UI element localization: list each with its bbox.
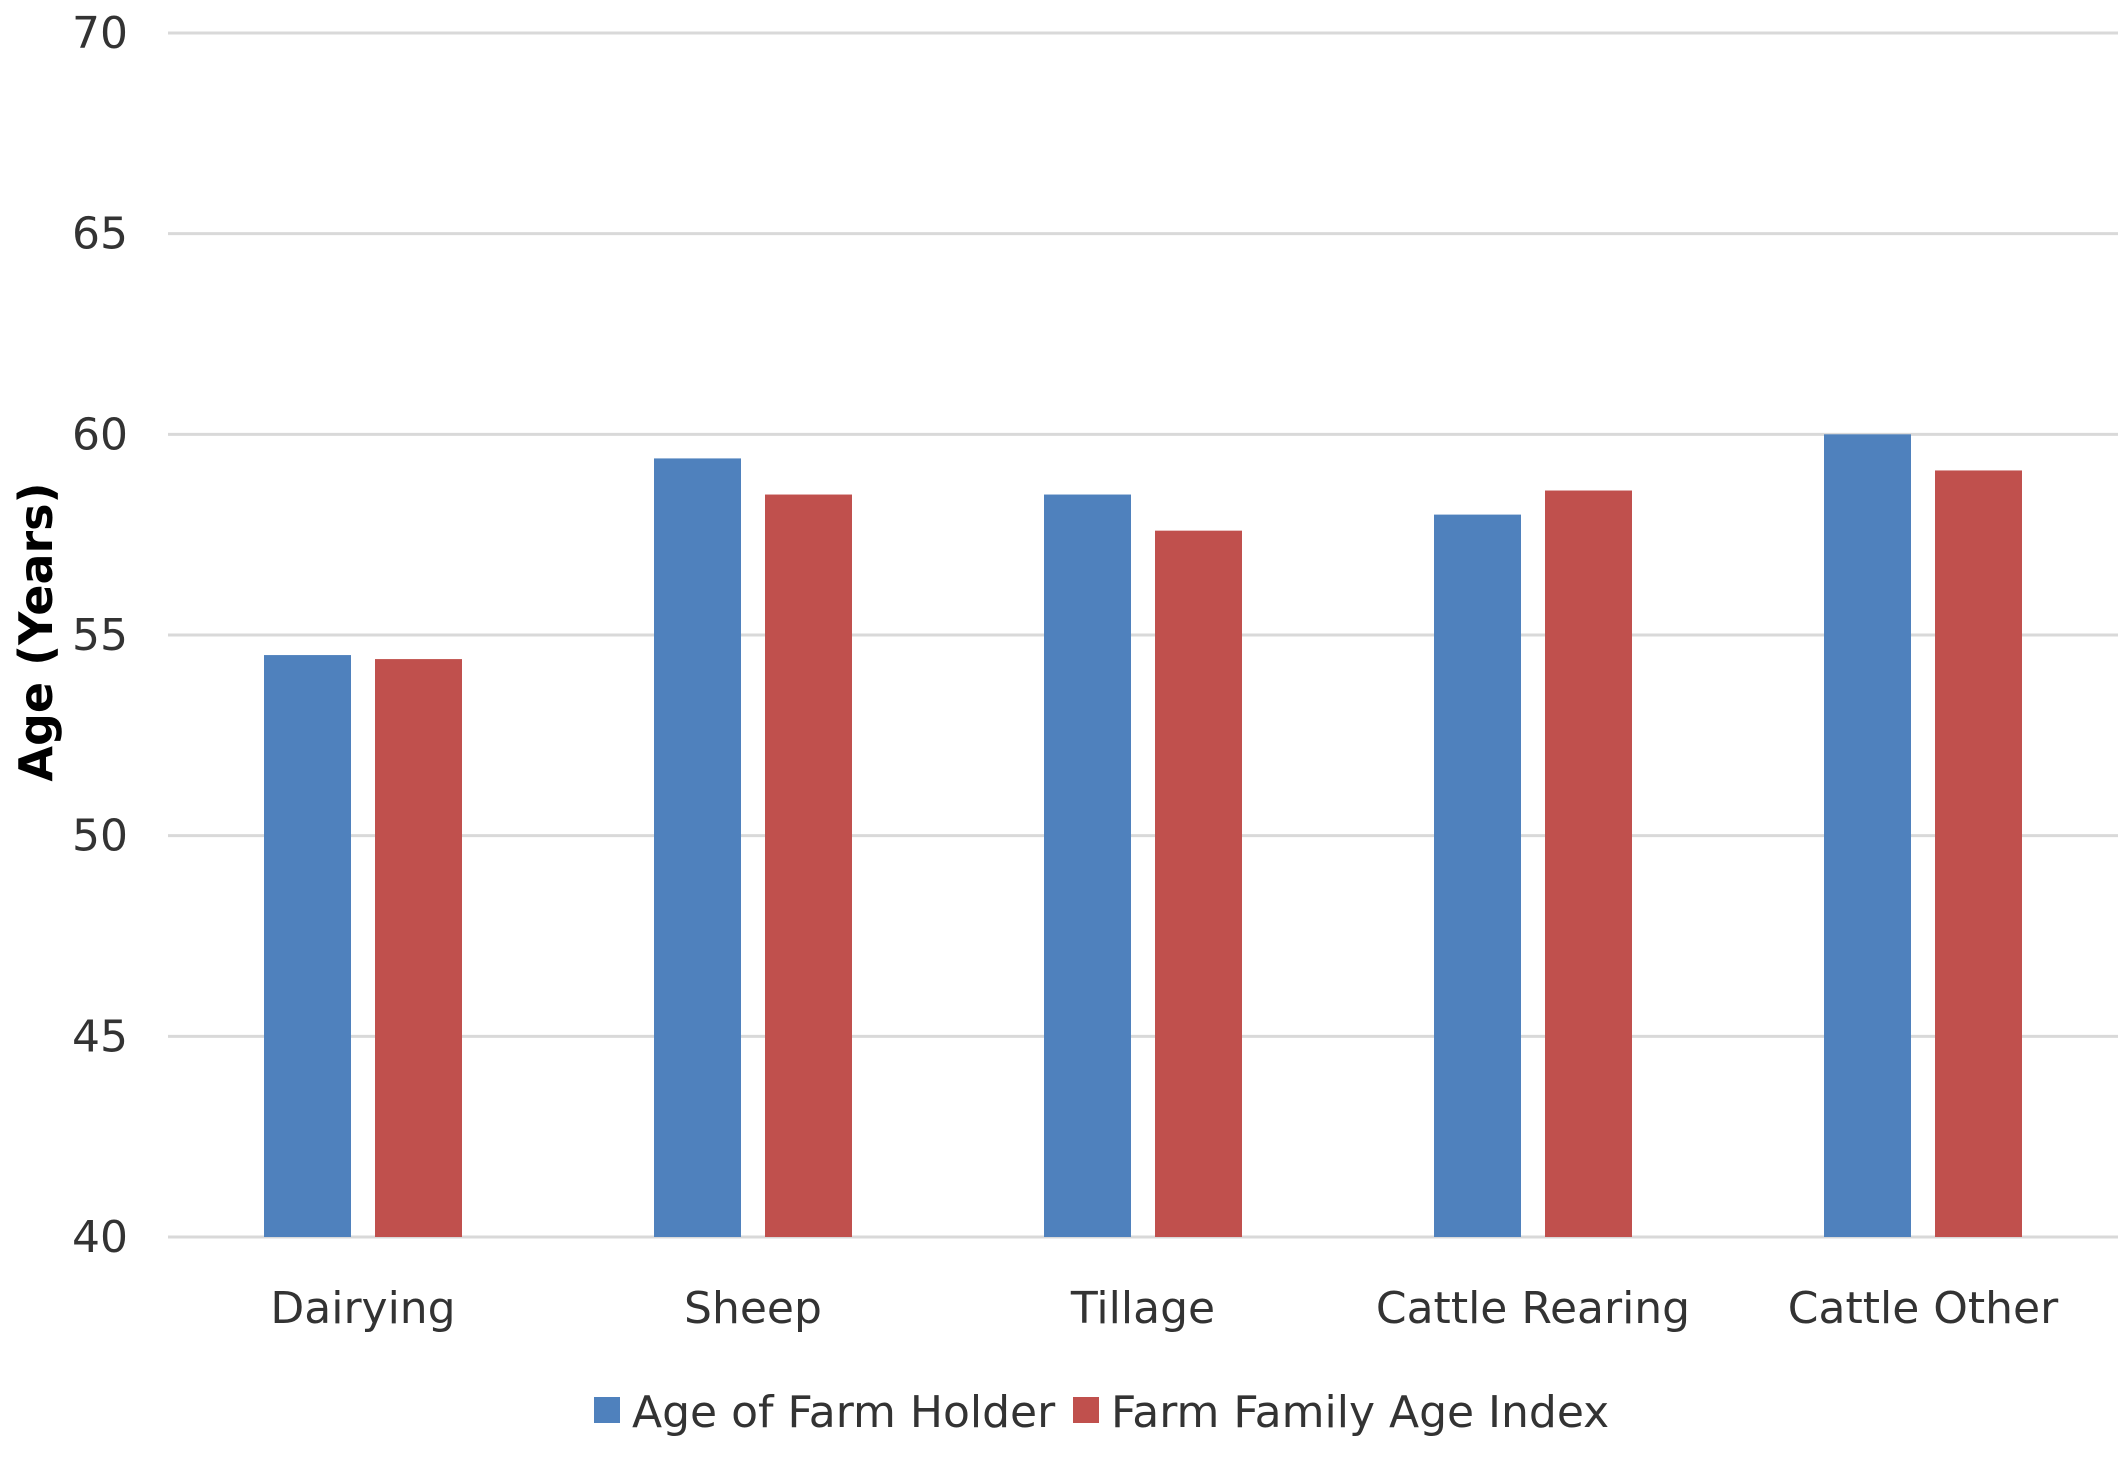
bar-farm-family-age-index xyxy=(375,659,462,1237)
y-tick-label: 60 xyxy=(72,409,128,460)
bar-age-of-farm-holder xyxy=(1824,434,1911,1237)
bars xyxy=(264,434,2022,1237)
y-tick-label: 40 xyxy=(72,1212,128,1263)
legend-swatch xyxy=(594,1397,620,1423)
bar-age-of-farm-holder xyxy=(1044,494,1131,1237)
bar-farm-family-age-index xyxy=(765,494,852,1237)
x-category-label: Cattle Rearing xyxy=(1376,1283,1690,1334)
gridlines xyxy=(168,31,2118,1239)
y-tick-label: 70 xyxy=(72,8,128,59)
bar-age-of-farm-holder xyxy=(1434,514,1521,1237)
bar-age-of-farm-holder xyxy=(264,655,351,1237)
y-tick-label: 65 xyxy=(72,209,128,260)
bar-farm-family-age-index xyxy=(1155,530,1242,1237)
y-axis-title: Age (Years) xyxy=(9,482,63,781)
bar-farm-family-age-index xyxy=(1545,490,1632,1237)
x-category-label: Dairying xyxy=(270,1283,455,1334)
x-category-label: Tillage xyxy=(1070,1283,1215,1334)
bar-farm-family-age-index xyxy=(1935,470,2022,1237)
y-tick-label: 55 xyxy=(72,610,128,661)
x-category-label: Cattle Other xyxy=(1788,1283,2059,1334)
bar-age-of-farm-holder xyxy=(654,458,741,1237)
y-tick-label: 50 xyxy=(72,811,128,862)
y-axis-ticks: 40 45 50 55 60 65 70 xyxy=(72,8,128,1263)
legend-swatch xyxy=(1073,1397,1099,1423)
x-axis-categories: Dairying Sheep Tillage Cattle Rearing Cattle… xyxy=(270,1283,2059,1334)
y-tick-label: 45 xyxy=(72,1011,128,1062)
legend-label: Farm Family Age Index xyxy=(1111,1387,1609,1438)
legend: Age of Farm Holder Farm Family Age Index xyxy=(594,1387,1609,1438)
x-category-label: Sheep xyxy=(684,1283,822,1334)
legend-label: Age of Farm Holder xyxy=(632,1387,1056,1438)
